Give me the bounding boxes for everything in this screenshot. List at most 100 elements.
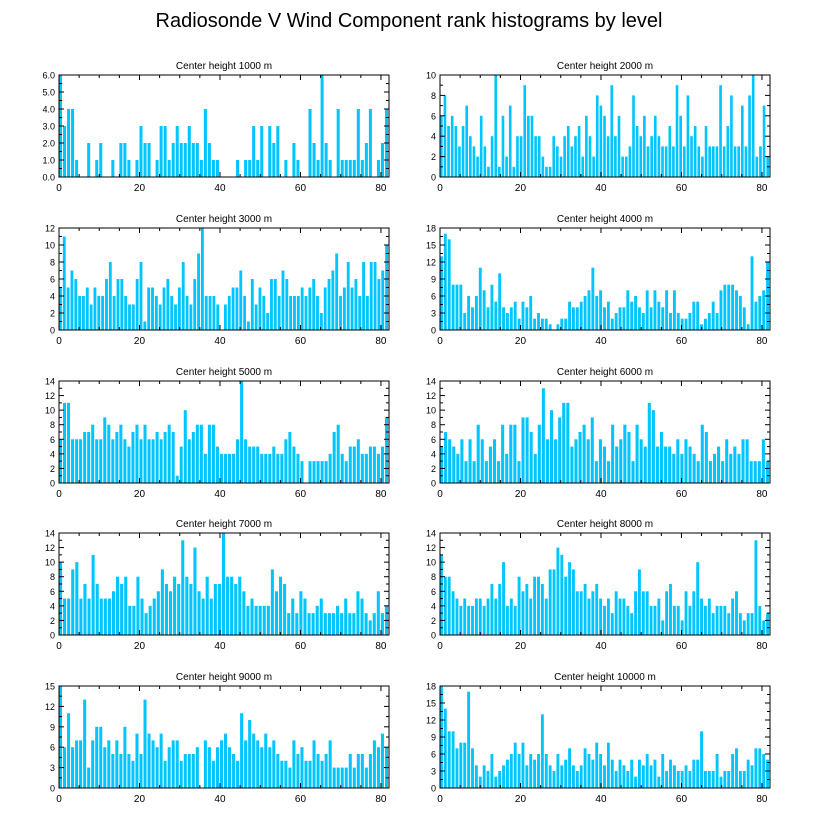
histogram-bar: [719, 85, 722, 177]
histogram-bar: [505, 453, 509, 483]
histogram-bar: [564, 318, 568, 330]
histogram-bar: [71, 109, 75, 177]
histogram-bar: [173, 576, 177, 635]
histogram-bar: [328, 740, 332, 788]
histogram-bar: [560, 554, 564, 635]
histogram-bar: [610, 613, 614, 635]
histogram-bar: [107, 740, 111, 788]
y-tick-label: 12: [426, 543, 436, 553]
histogram-bar: [668, 126, 672, 177]
histogram-bar: [490, 284, 494, 330]
histogram-bar: [707, 771, 711, 788]
histogram-bar: [195, 747, 199, 788]
y-tick-label: 4: [50, 601, 55, 611]
y-tick-label: 6: [431, 111, 436, 121]
histogram-bar: [762, 620, 766, 635]
histogram-bar: [193, 279, 197, 330]
histogram-bar: [509, 754, 513, 788]
histogram-bar: [143, 424, 147, 483]
histogram-bar: [578, 432, 582, 483]
histogram-bar: [618, 598, 622, 635]
histogram-bar: [606, 742, 610, 788]
x-tick-label: 40: [595, 794, 607, 805]
histogram-bar: [71, 747, 75, 788]
histogram-bar: [548, 324, 552, 330]
histogram-bar: [686, 95, 690, 177]
histogram-bar: [368, 754, 372, 788]
histogram-panel: Center height 9000 m 0 20 40 60 80 0 3 6 9 12 15: [45, 672, 390, 805]
histogram-bar: [147, 287, 151, 330]
histogram-bar: [207, 143, 211, 177]
histogram-bar: [380, 446, 384, 483]
x-tick-label: 0: [56, 183, 62, 194]
histogram-bar: [213, 584, 217, 635]
histogram-bar: [753, 461, 757, 483]
histogram-bar: [537, 424, 541, 483]
histogram-bar: [131, 760, 135, 788]
histogram-bar: [247, 321, 250, 330]
histogram-bar: [672, 146, 675, 177]
histogram-panel: Center height 5000 m 0 20 40 60 80 0 2 4 6 8 10 12 14: [45, 367, 390, 500]
histogram-bar: [487, 166, 490, 177]
histogram-bar: [598, 439, 602, 483]
histogram-bar: [197, 253, 200, 330]
histogram-bar: [262, 605, 266, 635]
y-tick-label: 12: [426, 258, 436, 268]
histogram-bar: [482, 290, 486, 330]
histogram-bar: [461, 126, 465, 177]
histogram-bar: [171, 740, 175, 788]
histogram-bar: [131, 432, 135, 483]
histogram-bar: [244, 160, 248, 177]
histogram-bar: [67, 109, 71, 177]
histogram-bar: [521, 417, 525, 483]
histogram-bar: [521, 301, 525, 330]
histogram-bar: [502, 765, 505, 788]
histogram-bar: [669, 584, 672, 635]
histogram-bar: [506, 759, 509, 788]
histogram-bar: [195, 424, 199, 483]
histogram-bar: [490, 754, 494, 788]
histogram-bar: [235, 287, 239, 330]
histogram-bar: [380, 613, 384, 635]
histogram-bar: [344, 461, 348, 483]
y-tick-label: 3: [50, 763, 55, 773]
histogram-bar: [256, 740, 260, 788]
histogram-bar: [618, 759, 622, 788]
x-tick-label: 80: [375, 794, 387, 805]
histogram-bar: [638, 307, 641, 330]
histogram-bar: [556, 547, 560, 635]
histogram-bar: [268, 747, 272, 788]
histogram-bar: [700, 598, 703, 635]
histogram-bar: [120, 279, 124, 330]
histogram-bar: [471, 307, 474, 330]
histogram-bar: [289, 296, 293, 330]
histogram-bar: [177, 584, 181, 635]
histogram-bar: [128, 304, 131, 330]
y-tick-label: 9: [431, 275, 436, 285]
histogram-bar: [665, 771, 669, 788]
y-tick-label: 2: [50, 616, 55, 626]
histogram-bar: [530, 115, 534, 177]
y-tick-label: 8: [50, 572, 55, 582]
histogram-bar: [513, 301, 517, 330]
histogram-bar: [440, 554, 443, 635]
histogram-bar: [163, 126, 167, 177]
y-tick-label: 2: [431, 616, 436, 626]
histogram-bar: [340, 453, 344, 483]
histogram-bar: [189, 304, 193, 330]
y-tick-label: 14: [45, 529, 55, 539]
histogram-bar: [328, 160, 332, 177]
histogram-bar: [272, 143, 276, 177]
histogram-bar: [258, 605, 262, 635]
histogram-bar: [560, 765, 564, 788]
histogram-bar: [664, 146, 668, 177]
histogram-bar: [380, 143, 384, 177]
histogram-bar: [484, 461, 488, 483]
histogram-bar: [657, 776, 661, 788]
histogram-bar: [160, 569, 164, 635]
histogram-bar: [638, 759, 641, 788]
histogram-bar: [563, 136, 566, 177]
histogram-bar: [533, 453, 537, 483]
histogram-bar: [101, 296, 105, 330]
histogram-bar: [692, 301, 696, 330]
